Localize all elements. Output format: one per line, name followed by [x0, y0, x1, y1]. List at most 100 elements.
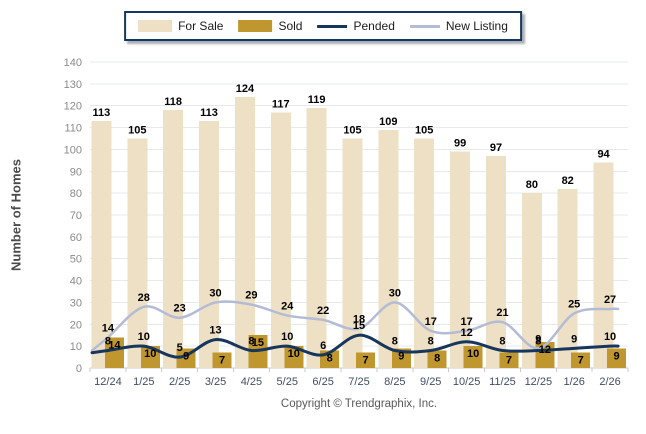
bar-sold: [571, 352, 591, 368]
x-tick-label: 2/26: [599, 376, 620, 388]
legend-label-pended: Pended: [353, 19, 395, 33]
x-tick-label: 1/26: [563, 376, 584, 388]
x-tick-label: 12/25: [525, 376, 553, 388]
value-label-for-sale: 94: [597, 149, 610, 161]
x-tick-label: 4/25: [241, 376, 262, 388]
value-label-for-sale: 119: [308, 94, 326, 106]
legend-item-new-listing: New Listing: [409, 19, 508, 33]
x-tick-label: 11/25: [489, 376, 516, 388]
value-label-sold: 9: [614, 350, 620, 362]
x-tick-label: 8/25: [384, 376, 405, 388]
y-tick-label: 70: [70, 210, 82, 222]
value-label-sold: 14: [108, 339, 121, 351]
value-label-pended: 10: [138, 331, 150, 343]
legend-item-for-sale: For Sale: [138, 19, 223, 33]
new-listing-line: [90, 300, 620, 352]
y-tick-label: 10: [70, 341, 82, 353]
value-label-sold: 7: [578, 355, 584, 367]
value-label-for-sale: 117: [272, 98, 290, 110]
y-tick-label: 140: [64, 57, 82, 69]
value-label-pended: 8: [428, 336, 434, 348]
value-label-sold: 9: [183, 350, 189, 362]
bar-sold: [356, 352, 375, 368]
bar-for-sale: [270, 112, 291, 369]
value-label-sold: 10: [144, 348, 156, 360]
bar-for-sale: [485, 155, 506, 368]
bar-for-sale: [378, 129, 399, 368]
x-tick-label: 3/25: [205, 376, 226, 388]
y-tick-label: 100: [64, 144, 82, 156]
value-label-new-listing: 28: [138, 292, 150, 304]
y-tick-label: 80: [70, 188, 82, 200]
value-label-new-listing: 18: [353, 314, 365, 326]
y-tick-label: 90: [70, 166, 82, 178]
x-tick-label: 12/24: [94, 376, 122, 388]
legend-label-sold: Sold: [278, 19, 303, 33]
legend-swatch-for-sale: [138, 20, 173, 32]
bar-for-sale: [342, 138, 363, 368]
value-label-pended: 8: [105, 336, 111, 348]
value-label-sold: 8: [327, 353, 333, 365]
value-label-for-sale: 105: [415, 125, 433, 137]
bar-sold: [284, 346, 304, 368]
bar-for-sale: [91, 121, 112, 368]
y-tick-label: 120: [64, 101, 82, 113]
value-label-sold: 10: [288, 348, 300, 360]
value-label-pended: 9: [571, 333, 577, 345]
y-tick-label: 0: [76, 363, 82, 375]
value-label-new-listing: 24: [281, 301, 294, 313]
value-label-pended: 13: [209, 325, 221, 337]
value-label-pended: 5: [177, 342, 183, 354]
x-tick-label: 2/25: [169, 376, 190, 388]
bar-sold: [463, 346, 483, 368]
value-label-for-sale: 118: [164, 96, 182, 108]
value-label-sold: 8: [434, 353, 440, 365]
value-label-pended: 10: [281, 331, 293, 343]
bar-for-sale: [163, 110, 184, 368]
value-label-for-sale: 124: [236, 83, 255, 95]
value-label-sold: 12: [539, 344, 551, 356]
value-label-sold: 10: [467, 348, 479, 360]
value-label-sold: 9: [398, 350, 404, 362]
value-label-pended: 12: [460, 327, 472, 339]
value-label-for-sale: 80: [526, 179, 538, 191]
x-tick-label: 6/25: [312, 376, 333, 388]
x-tick-label: 9/25: [420, 376, 441, 388]
chart-legend: For Sale Sold Pended New Listing: [124, 11, 522, 41]
value-label-pended: 8: [392, 336, 398, 348]
value-label-new-listing: 23: [174, 303, 186, 315]
value-label-new-listing: 27: [604, 294, 616, 306]
value-label-new-listing: 25: [568, 298, 580, 310]
y-tick-label: 50: [70, 254, 82, 266]
value-label-sold: 7: [506, 355, 512, 367]
value-label-new-listing: 29: [245, 290, 257, 302]
y-tick-label: 30: [70, 297, 82, 309]
bar-for-sale: [127, 138, 148, 368]
value-label-pended: 8: [499, 336, 505, 348]
value-label-for-sale: 109: [379, 116, 397, 128]
bar-sold: [104, 337, 124, 368]
value-label-new-listing: 21: [496, 307, 508, 319]
legend-label-new-listing: New Listing: [445, 19, 508, 33]
pended-line: [90, 333, 620, 359]
legend-label-for-sale: For Sale: [178, 19, 224, 33]
x-tick-label: 5/25: [277, 376, 298, 388]
y-tick-label: 40: [70, 276, 82, 288]
value-label-sold: 7: [219, 355, 225, 367]
legend-swatch-new-listing: [409, 24, 440, 28]
value-label-pended: 15: [353, 320, 365, 332]
value-label-new-listing: 30: [389, 287, 401, 299]
value-label-new-listing: 22: [317, 305, 329, 317]
y-tick-label: 110: [64, 123, 82, 135]
value-label-for-sale: 97: [490, 142, 502, 154]
value-label-new-listing: 30: [209, 287, 221, 299]
value-label-for-sale: 113: [200, 107, 218, 119]
x-tick-label: 10/25: [453, 376, 481, 388]
value-label-pended: 8: [535, 336, 541, 348]
bar-sold: [499, 352, 519, 368]
copyright-text: Copyright © Trendgraphix, Inc.: [280, 398, 438, 410]
value-label-sold: 7: [362, 355, 368, 367]
bar-for-sale: [306, 107, 327, 369]
x-tick-label: 1/25: [133, 376, 154, 388]
